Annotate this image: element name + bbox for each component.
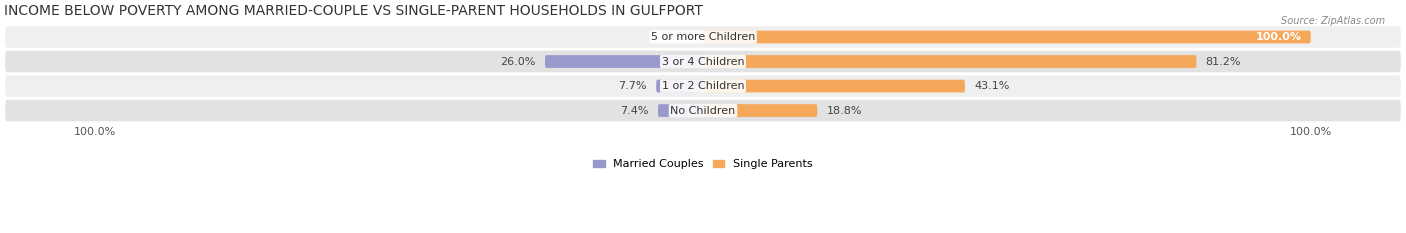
Text: 43.1%: 43.1% bbox=[974, 81, 1010, 91]
FancyBboxPatch shape bbox=[4, 99, 1402, 122]
FancyBboxPatch shape bbox=[4, 25, 1402, 49]
Text: 7.7%: 7.7% bbox=[619, 81, 647, 91]
Text: 3 or 4 Children: 3 or 4 Children bbox=[662, 57, 744, 66]
Text: No Children: No Children bbox=[671, 106, 735, 116]
FancyBboxPatch shape bbox=[4, 74, 1402, 98]
Text: 1 or 2 Children: 1 or 2 Children bbox=[662, 81, 744, 91]
FancyBboxPatch shape bbox=[703, 80, 965, 93]
Text: 100.0%: 100.0% bbox=[1256, 32, 1302, 42]
Legend: Married Couples, Single Parents: Married Couples, Single Parents bbox=[589, 155, 817, 174]
FancyBboxPatch shape bbox=[703, 104, 817, 117]
Text: 26.0%: 26.0% bbox=[501, 57, 536, 66]
Text: 81.2%: 81.2% bbox=[1205, 57, 1241, 66]
FancyBboxPatch shape bbox=[703, 31, 1310, 43]
Text: 5 or more Children: 5 or more Children bbox=[651, 32, 755, 42]
FancyBboxPatch shape bbox=[657, 80, 703, 93]
Text: 7.4%: 7.4% bbox=[620, 106, 650, 116]
FancyBboxPatch shape bbox=[703, 55, 1197, 68]
Text: INCOME BELOW POVERTY AMONG MARRIED-COUPLE VS SINGLE-PARENT HOUSEHOLDS IN GULFPOR: INCOME BELOW POVERTY AMONG MARRIED-COUPL… bbox=[4, 4, 703, 18]
Text: 0.0%: 0.0% bbox=[665, 32, 695, 42]
Text: Source: ZipAtlas.com: Source: ZipAtlas.com bbox=[1281, 16, 1385, 26]
Text: 18.8%: 18.8% bbox=[827, 106, 862, 116]
FancyBboxPatch shape bbox=[546, 55, 703, 68]
FancyBboxPatch shape bbox=[4, 50, 1402, 73]
FancyBboxPatch shape bbox=[658, 104, 703, 117]
